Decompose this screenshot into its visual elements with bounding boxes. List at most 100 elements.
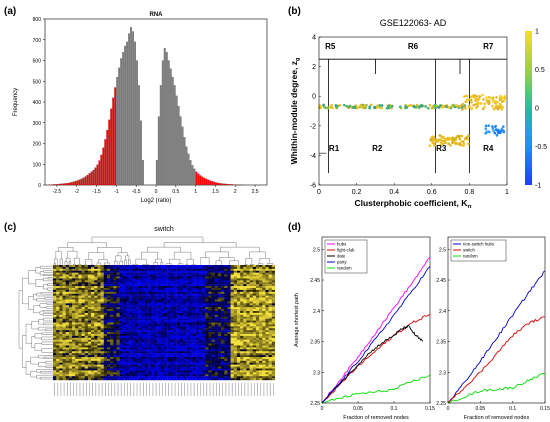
histogram-bar <box>128 33 131 186</box>
heatmap-cell <box>214 330 219 333</box>
x-tick-label: -1.5 <box>92 189 101 195</box>
heatmap-cell <box>243 360 247 363</box>
heatmap-cell <box>84 351 89 354</box>
heatmap-cell <box>265 276 269 279</box>
heatmap-cell <box>224 328 228 331</box>
heatmap-cell <box>151 314 155 317</box>
heatmap-cell <box>271 282 275 285</box>
heatmap-cell <box>211 288 215 291</box>
heatmap-cell <box>65 355 70 358</box>
heatmap-cell <box>75 320 79 323</box>
heatmap-cell <box>173 328 177 331</box>
heatmap-cell <box>262 309 266 312</box>
scatter-point <box>331 106 334 109</box>
heatmap-cell <box>87 360 92 363</box>
heatmap-cell <box>138 368 142 371</box>
heatmap-cell <box>106 270 111 273</box>
heatmap-cell <box>167 320 171 323</box>
scatter-point <box>424 105 427 108</box>
heatmap-cell <box>113 278 117 281</box>
heatmap-cell <box>173 282 177 285</box>
heatmap-cell <box>151 351 155 354</box>
heatmap-cell <box>224 266 228 270</box>
heatmap-cell <box>78 299 82 302</box>
heatmap-cell <box>262 343 266 346</box>
heatmap-cell <box>113 318 117 321</box>
heatmap-cell <box>122 314 127 317</box>
heatmap-cell <box>141 370 146 373</box>
heatmap-cell <box>81 295 85 298</box>
heatmap-cell <box>262 341 266 344</box>
heatmap-cell <box>208 316 212 319</box>
heatmap-cell <box>56 286 60 289</box>
heatmap-cell <box>113 358 117 362</box>
heatmap-cell <box>271 320 275 323</box>
heatmap-cell <box>65 305 70 308</box>
heatmap-cell <box>97 372 101 375</box>
heatmap-cell <box>97 297 101 300</box>
heatmap-cell <box>262 370 266 373</box>
heatmap-cell <box>271 326 275 329</box>
heatmap-cell <box>236 307 241 310</box>
heatmap-cell <box>183 339 187 342</box>
heatmap-cell <box>78 335 82 339</box>
heatmap-cell <box>68 284 73 287</box>
heatmap-cell <box>259 368 263 371</box>
heatmap-cell <box>246 309 250 312</box>
histogram-bar <box>110 108 113 186</box>
heatmap-cell <box>62 343 66 346</box>
heatmap-cell <box>259 297 263 300</box>
heatmap-cell <box>179 299 184 302</box>
heatmap-cell <box>227 265 231 268</box>
heatmap-cell <box>249 274 253 277</box>
heatmap-cell <box>144 268 149 271</box>
heatmap-cell <box>81 274 85 277</box>
heatmap-cell <box>151 360 155 363</box>
heatmap-cell <box>154 274 158 277</box>
heatmap-cell <box>170 316 174 319</box>
scatter-point <box>472 95 476 99</box>
heatmap-cell <box>62 345 66 348</box>
heatmap-cell <box>135 345 139 348</box>
heatmap-cell <box>154 289 158 293</box>
heatmap-cell <box>262 334 266 337</box>
scatter-point <box>458 142 462 145</box>
heatmap-cell <box>179 278 184 281</box>
heatmap-cell <box>148 351 152 354</box>
heatmap-cell <box>148 286 152 289</box>
heatmap-cell <box>148 312 152 316</box>
heatmap-cell <box>179 320 184 323</box>
heatmap-cell <box>78 343 82 346</box>
heatmap-cell <box>87 339 92 342</box>
heatmap-cell <box>217 311 222 314</box>
heatmap-cell <box>249 349 253 352</box>
heatmap-cell <box>125 312 130 316</box>
heatmap-cell <box>224 289 228 293</box>
heatmap-cell <box>271 339 275 342</box>
heatmap-cell <box>148 366 152 369</box>
heatmap-cell <box>221 322 225 325</box>
scatter-point <box>493 131 497 135</box>
heatmap-cell <box>94 335 98 339</box>
heatmap-cell <box>236 343 241 346</box>
heatmap-cell <box>144 307 149 310</box>
heatmap-cell <box>252 362 257 365</box>
heatmap-cell <box>132 268 136 271</box>
heatmap-cell <box>205 278 209 281</box>
heatmap-cell <box>151 297 155 300</box>
heatmap-cell <box>129 339 133 342</box>
heatmap-cell <box>230 318 234 321</box>
heatmap-cell <box>106 293 111 296</box>
heatmap-cell <box>81 335 85 339</box>
heatmap-cell <box>227 370 231 373</box>
heatmap-cell <box>252 305 257 308</box>
heatmap-cell <box>176 291 181 294</box>
heatmap-cell <box>94 357 98 360</box>
heatmap-cell <box>214 289 219 293</box>
heatmap-cell <box>87 335 92 339</box>
scatter-point <box>447 136 451 140</box>
heatmap-cell <box>271 324 275 327</box>
y-tick-label: 700 <box>33 38 42 44</box>
heatmap-cell <box>183 372 187 375</box>
heatmap-cell <box>189 305 193 308</box>
